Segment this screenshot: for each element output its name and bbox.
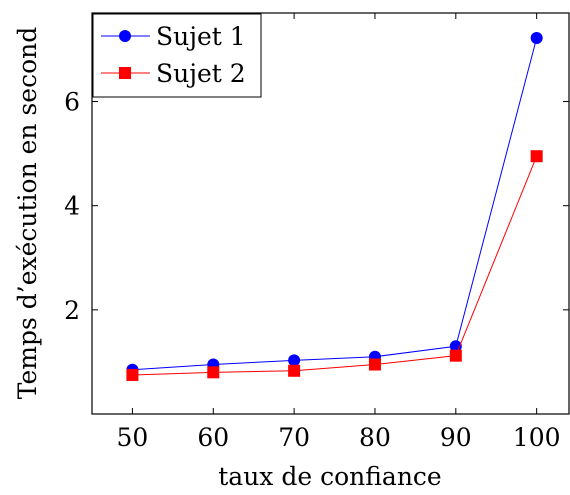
data-point: [288, 354, 301, 367]
data-point: [530, 150, 543, 163]
data-point: [449, 349, 462, 362]
y-tick-label: 4: [64, 192, 80, 221]
series-line: [132, 37, 538, 371]
axis-tick-labels: 50 60 70 80 90 100 2 4 6: [64, 88, 560, 452]
data-point: [368, 358, 381, 371]
x-tick-label: 50: [117, 423, 149, 452]
legend-marker-sujet-2: [119, 67, 131, 79]
legend-box: [92, 13, 262, 98]
x-tick-label: 60: [197, 423, 229, 452]
data-point: [126, 368, 139, 381]
legend: Sujet 1 Sujet 2: [92, 13, 262, 98]
data-point: [288, 364, 301, 377]
x-axis-label: taux de confiance: [218, 462, 441, 491]
legend-label-sujet-2: Sujet 2: [156, 59, 246, 88]
y-axis-label: Temps d’exécution en second: [13, 27, 42, 400]
series-2: [126, 150, 543, 381]
x-tick-label: 70: [278, 423, 310, 452]
x-tick-label: 100: [513, 423, 561, 452]
data-point: [530, 31, 543, 44]
plot-frame: [91, 12, 570, 415]
data-point: [207, 366, 220, 379]
series-line: [132, 156, 538, 376]
data-series: [126, 31, 543, 381]
x-tick-label: 80: [359, 423, 391, 452]
y-tick-label: 6: [64, 88, 80, 117]
legend-label-sujet-1: Sujet 1: [156, 22, 246, 51]
legend-item-sujet-1: Sujet 1: [101, 22, 246, 51]
x-tick-label: 90: [440, 423, 472, 452]
y-tick-label: 2: [64, 296, 80, 325]
legend-marker-sujet-1: [119, 30, 131, 42]
legend-item-sujet-2: Sujet 2: [101, 59, 246, 88]
